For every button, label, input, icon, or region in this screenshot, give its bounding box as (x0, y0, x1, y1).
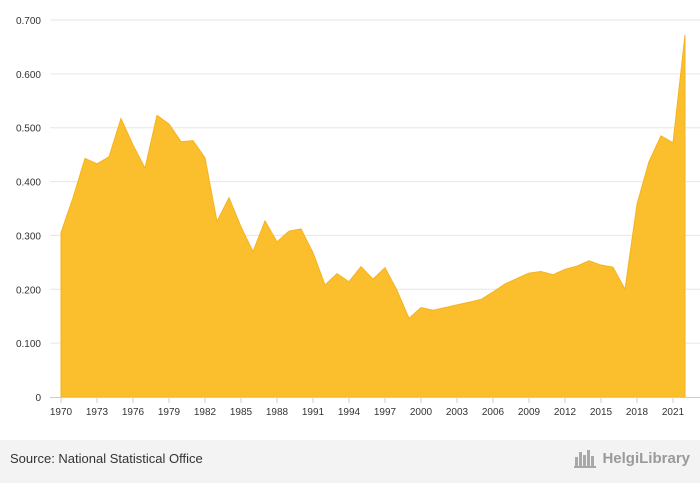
axes (50, 397, 700, 403)
city-skyline-icon (574, 450, 597, 468)
brand-name: HelgiLibrary (602, 449, 690, 467)
x-tick-label: 1970 (50, 407, 73, 418)
x-tick-label: 1979 (158, 407, 181, 418)
y-tick-label: 0 (35, 393, 41, 404)
x-tick-label: 1976 (122, 407, 145, 418)
area-chart: 0 0.100 0.200 0.300 0.400 0.500 0.600 0.700 197… (16, 16, 700, 418)
x-tick-label: 2003 (446, 407, 469, 418)
x-tick-label: 1991 (302, 407, 325, 418)
x-tick-label: 2021 (662, 407, 685, 418)
source-note: Source: National Statistical Office (10, 451, 203, 466)
x-tick-label: 1988 (266, 407, 289, 418)
y-axis-tick-labels: 0 0.100 0.200 0.300 0.400 0.500 0.600 0.700 (16, 16, 41, 404)
brand-logo[interactable]: HelgiLibrary (574, 447, 690, 469)
y-tick-label: 0.200 (16, 285, 41, 296)
x-tick-label: 1985 (230, 407, 253, 418)
area-fill (60, 35, 686, 398)
x-tick-label: 2012 (554, 407, 577, 418)
x-tick-label: 1982 (194, 407, 217, 418)
y-tick-label: 0.400 (16, 178, 41, 189)
x-tick-label: 1994 (338, 407, 361, 418)
x-tick-label: 2006 (482, 407, 505, 418)
x-tick-label: 1973 (86, 407, 109, 418)
y-tick-label: 0.300 (16, 231, 41, 242)
area-series (60, 35, 686, 398)
y-tick-label: 0.500 (16, 124, 41, 135)
x-tick-label: 2000 (410, 407, 433, 418)
x-tick-label: 2015 (590, 407, 613, 418)
chart-footer: Source: National Statistical Office Helg… (0, 440, 700, 483)
x-tick-label: 2009 (518, 407, 541, 418)
x-tick-label: 2018 (626, 407, 649, 418)
y-tick-label: 0.600 (16, 70, 41, 81)
y-tick-label: 0.100 (16, 339, 41, 350)
y-tick-label: 0.700 (16, 16, 41, 27)
x-axis-tick-labels: 1970 1973 1976 1979 1982 1985 1988 1991 1994 1997… (50, 407, 685, 418)
x-tick-label: 1997 (374, 407, 397, 418)
